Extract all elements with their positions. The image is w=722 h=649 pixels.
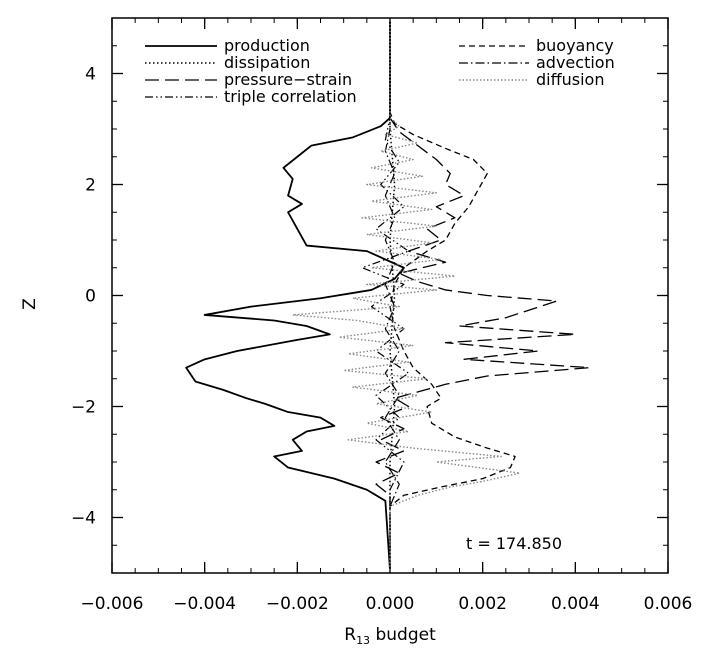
x-tick-label: 0.000 xyxy=(366,594,415,614)
x-tick-label: −0.004 xyxy=(173,594,236,614)
x-axis-label: R13 budget xyxy=(344,625,436,647)
x-tick-label: 0.002 xyxy=(458,594,507,614)
legend-label: advection xyxy=(536,53,615,72)
x-tick-labels: −0.006 −0.004 −0.002 0.000 0.002 0.004 0.006 xyxy=(81,594,693,614)
y-tick-label: −2 xyxy=(71,398,96,418)
series-lines xyxy=(185,20,590,571)
y-tick-label: 2 xyxy=(85,176,96,196)
series-pressure-strain xyxy=(375,20,590,571)
series-triple-correlation xyxy=(361,20,410,571)
y-axis-label: Z xyxy=(20,298,40,310)
legend-label: pressure−strain xyxy=(224,70,352,89)
x-axis-label-main: R xyxy=(344,625,356,645)
x-axis-label-rest: budget xyxy=(370,625,436,645)
x-tick-label: −0.002 xyxy=(266,594,329,614)
time-annotation: t = 174.850 xyxy=(466,534,562,553)
y-tick-label: 0 xyxy=(85,287,96,307)
x-tick-label: −0.006 xyxy=(81,594,144,614)
series-production xyxy=(185,20,405,571)
legend-label: diffusion xyxy=(536,70,604,89)
axis-ticks xyxy=(111,17,669,574)
series-buoyancy xyxy=(389,20,516,571)
legend-label: buoyancy xyxy=(536,36,614,55)
x-axis-label-subscript: 13 xyxy=(356,634,370,647)
legend-label: production xyxy=(224,36,310,55)
legend-label: dissipation xyxy=(224,53,310,72)
y-tick-label: −4 xyxy=(71,509,96,529)
series-advection xyxy=(384,20,400,571)
y-tick-label: 4 xyxy=(85,65,96,85)
legend-left: productiondissipationpressure−straintrip… xyxy=(145,36,357,106)
x-tick-label: 0.004 xyxy=(551,594,600,614)
x-tick-label: 0.006 xyxy=(644,594,693,614)
y-tick-labels: −4 −2 0 2 4 xyxy=(71,65,96,529)
legend-label: triple correlation xyxy=(224,87,357,106)
